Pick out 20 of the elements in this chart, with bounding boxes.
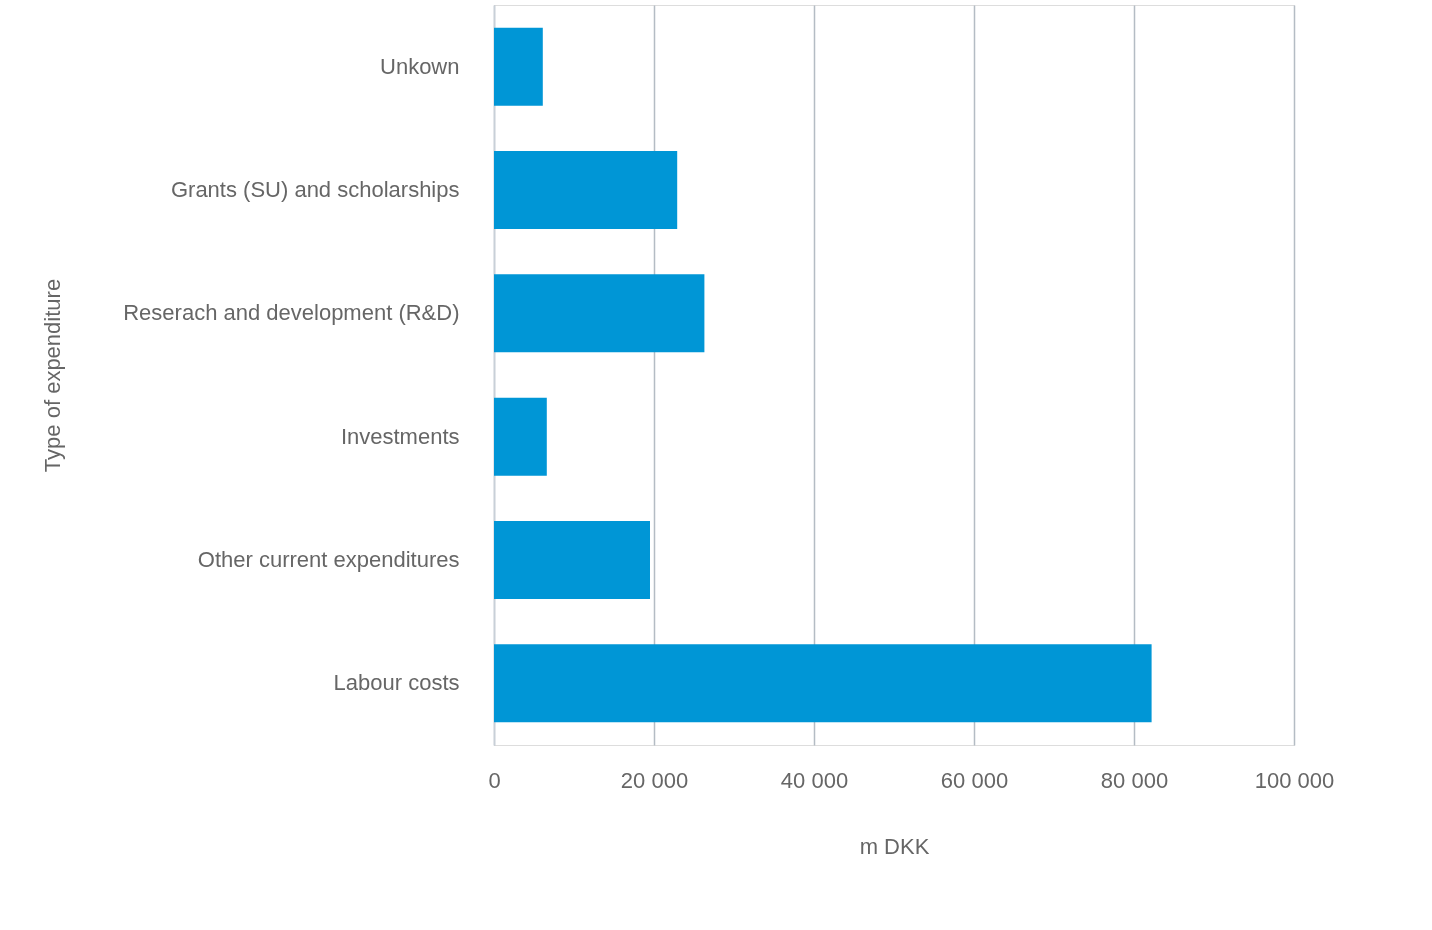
- y-tick-label: Investments: [340, 423, 460, 449]
- bar: [494, 521, 650, 599]
- y-tick-label: Other current expenditures: [197, 547, 460, 572]
- bar: [494, 644, 1152, 723]
- x-tick-label: 80 000: [1100, 767, 1169, 793]
- x-tick-label: 100 000: [1254, 767, 1335, 793]
- x-tick-label: 60 000: [940, 767, 1009, 793]
- bar: [494, 397, 547, 476]
- bar: [494, 27, 543, 106]
- x-axis-title: m DKK: [859, 833, 930, 859]
- x-tick-label: 40 000: [780, 767, 849, 793]
- y-tick-label: Reserach and development (R&D): [123, 300, 460, 326]
- y-axis-title: Type of expenditure: [39, 278, 65, 473]
- bar: [494, 151, 678, 229]
- y-tick-label: Grants (SU) and scholarships: [170, 177, 460, 202]
- y-tick-label: Labour costs: [333, 670, 460, 696]
- bar: [494, 274, 705, 353]
- y-tick-label: Unkown: [380, 53, 460, 79]
- x-tick-label: 20 000: [620, 767, 689, 793]
- x-tick-label: 0: [488, 767, 501, 793]
